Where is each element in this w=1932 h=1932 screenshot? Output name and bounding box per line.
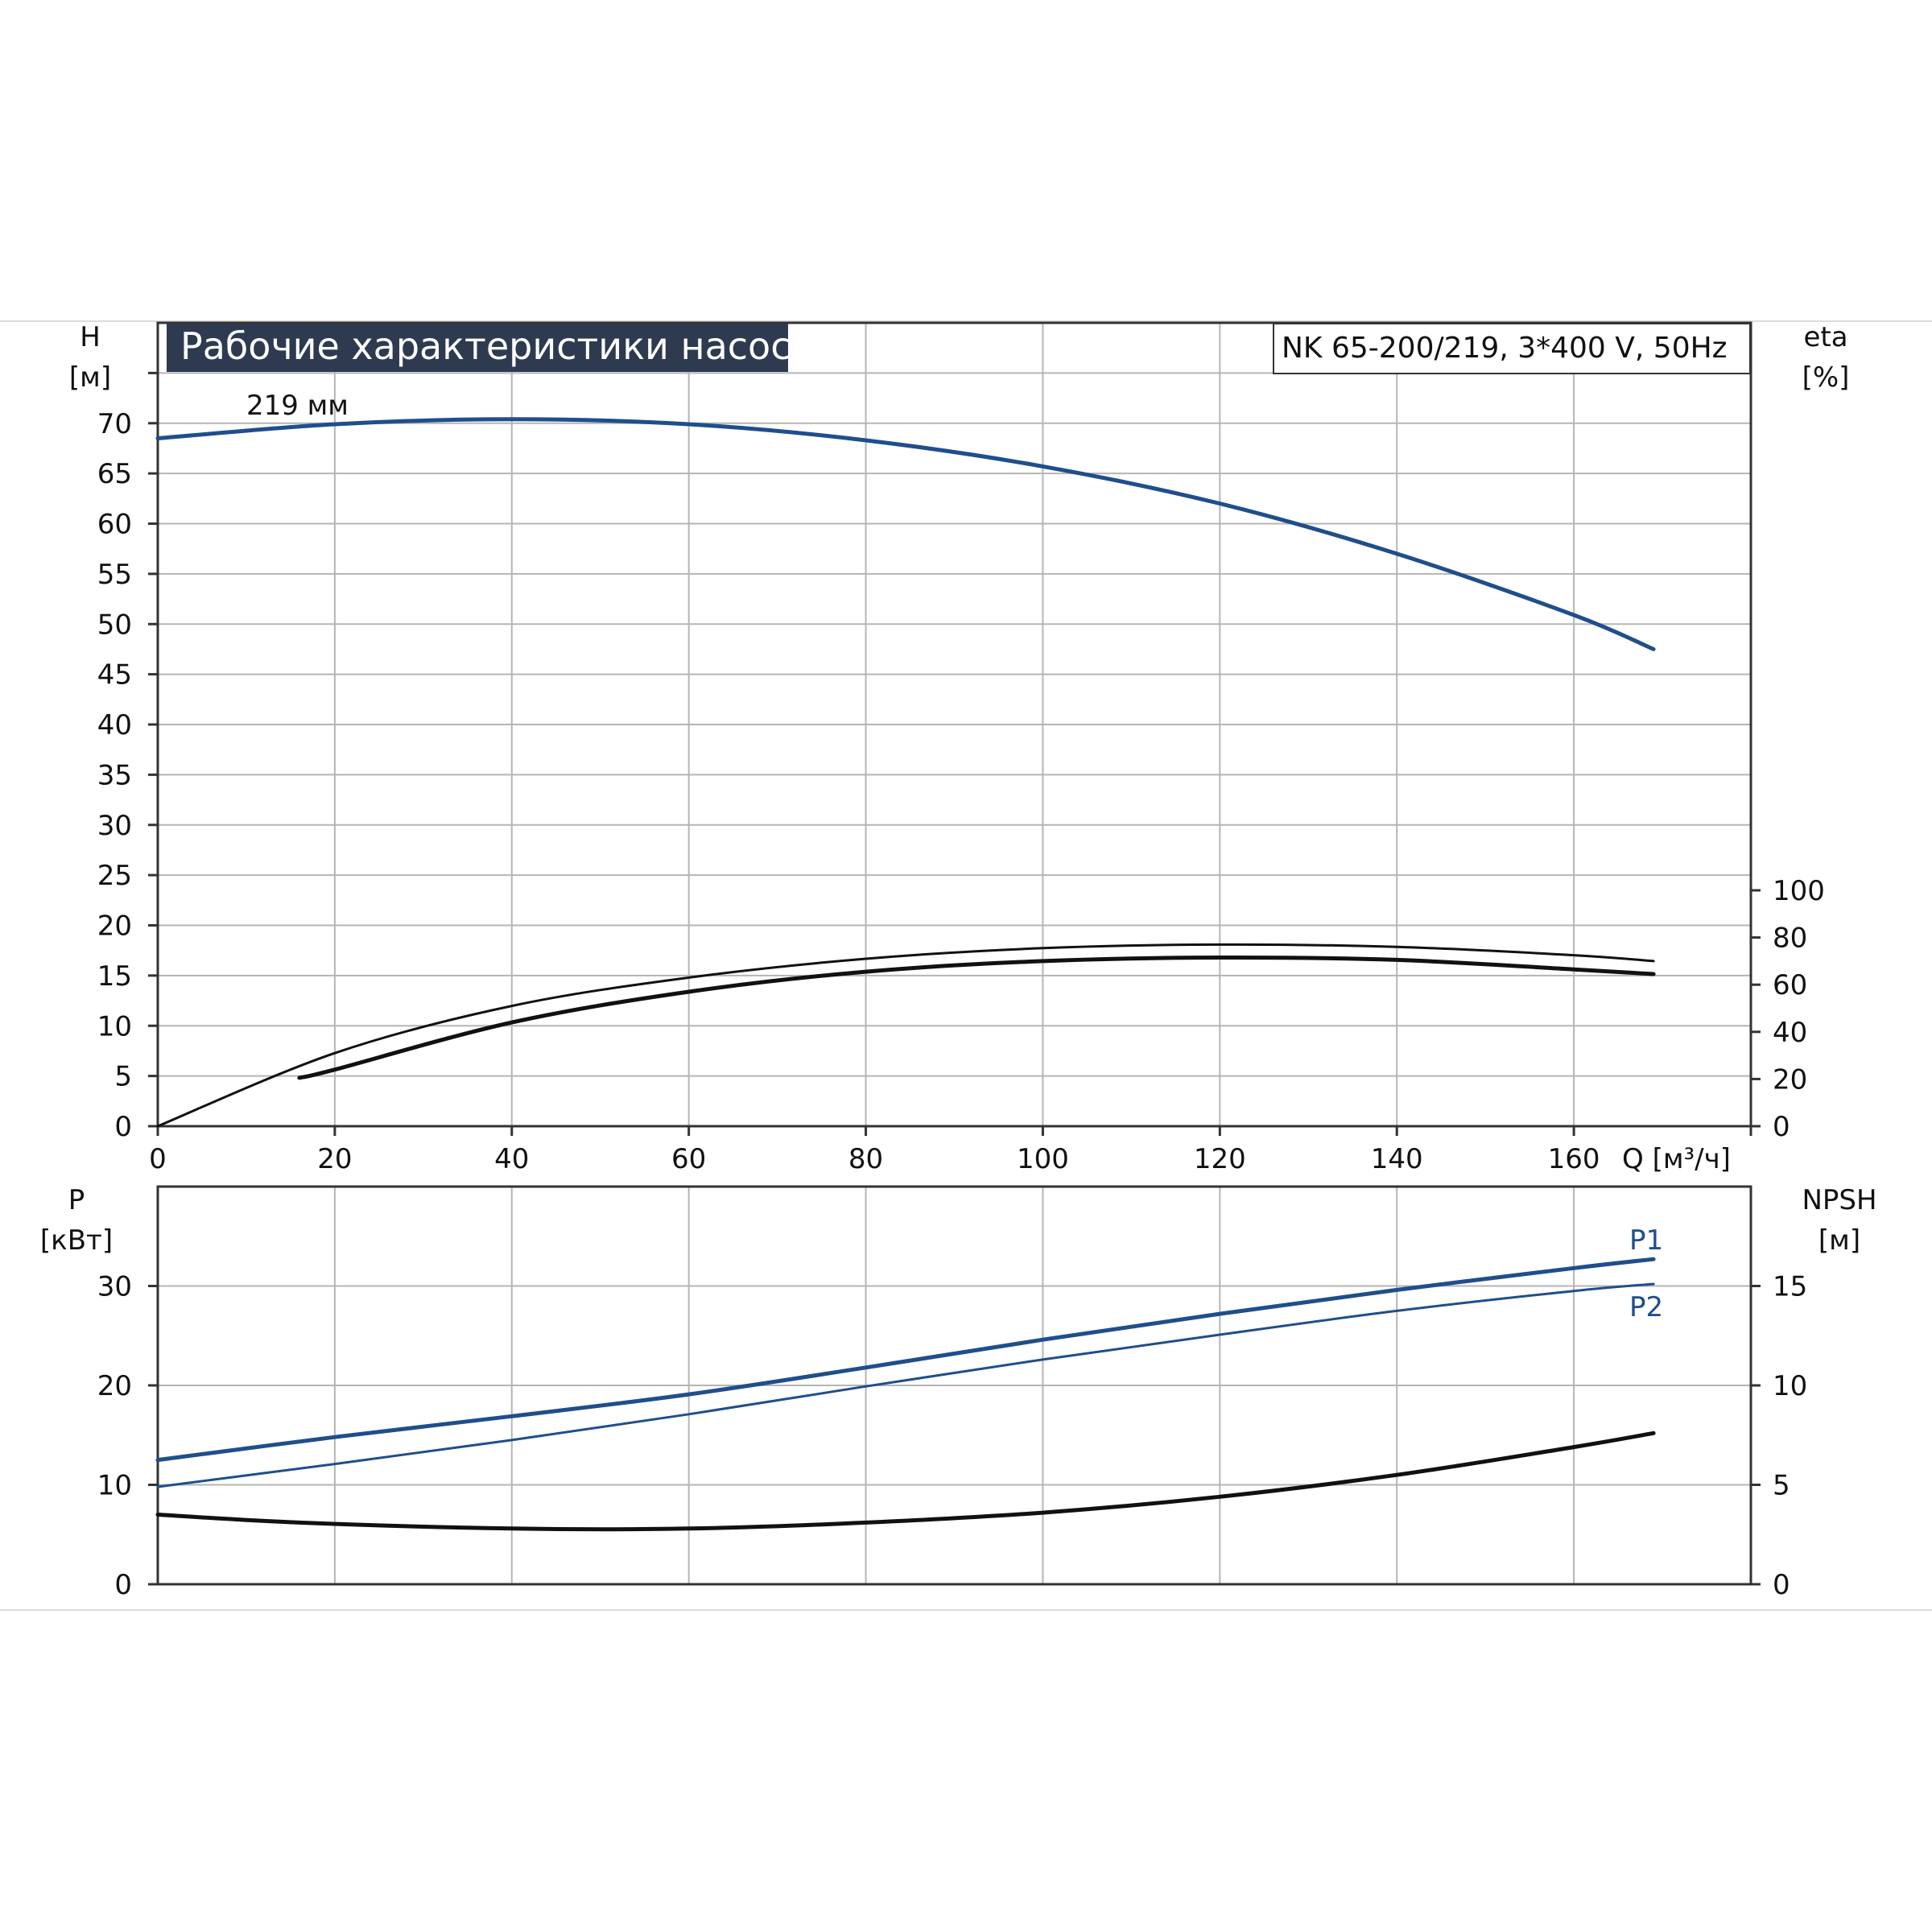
- y-tick-label: 20: [97, 1370, 132, 1402]
- y2-tick-label: 40: [1773, 1017, 1807, 1049]
- axis-label-line: [%]: [1802, 361, 1850, 394]
- curve-h: [155, 417, 1656, 651]
- y2-tick-label: 15: [1773, 1271, 1807, 1303]
- eta-axis-label: eta [%]: [1802, 321, 1850, 394]
- model-label: NK 65-200/219, 3*400 V, 50Hz: [1282, 332, 1728, 365]
- x-tick-label: 140: [1371, 1143, 1423, 1175]
- y-tick-label: 0: [114, 1111, 132, 1143]
- head-chart-grid: [158, 323, 1751, 1126]
- axis-label-line: H: [80, 321, 101, 353]
- y2-tick-label: 0: [1773, 1111, 1790, 1143]
- model-box: [1273, 323, 1751, 374]
- y-tick-label: 55: [97, 559, 132, 591]
- y-tick-label: 60: [97, 509, 132, 541]
- x-tick-label: 20: [317, 1143, 352, 1175]
- y2-tick-label: 100: [1773, 875, 1825, 907]
- power-chart-grid: [158, 1187, 1751, 1584]
- x-tick-label: 120: [1194, 1143, 1246, 1175]
- y-tick-label: 20: [97, 910, 132, 943]
- y-tick-label: 25: [97, 860, 132, 892]
- head-chart-curves: [155, 417, 1656, 1128]
- y2-tick-label: 20: [1773, 1063, 1807, 1096]
- y-tick-label: 15: [97, 960, 132, 993]
- y-tick-label: 0: [114, 1569, 132, 1601]
- impeller-diameter-label: 219 мм: [246, 390, 349, 422]
- y-tick-label: 30: [97, 1271, 132, 1303]
- y-tick-label: 30: [97, 810, 132, 842]
- axis-label-line: [кВт]: [40, 1224, 113, 1257]
- y-tick-label: 45: [97, 659, 132, 691]
- y2-tick-label: 60: [1773, 969, 1807, 1001]
- chart-title: Рабочие характеристики насоса: [180, 324, 814, 368]
- y-tick-label: 10: [97, 1010, 132, 1042]
- head-chart-ticks: 0 5 10 15 20 25 30 35 40 45 50 55 60 65 70 0 20 40 60 80 100…: [97, 371, 1825, 1175]
- npsh-axis-label: NPSH [м]: [1802, 1184, 1876, 1257]
- y2-tick-label: 80: [1773, 923, 1807, 955]
- power-chart-curves: [155, 1257, 1656, 1532]
- axis-label-line: [м]: [1818, 1224, 1860, 1257]
- flow-axis-label: Q [м³/ч]: [1622, 1143, 1731, 1175]
- y-tick-label: 35: [97, 759, 132, 791]
- y-tick-label: 40: [97, 709, 132, 741]
- title-box: [167, 324, 788, 372]
- p1-series-label: P1: [1629, 1224, 1663, 1257]
- y-tick-label: 70: [97, 408, 132, 440]
- y-tick-label: 50: [97, 609, 132, 641]
- curve-eta-upper: [156, 943, 1655, 1128]
- axis-label-line: NPSH: [1802, 1184, 1876, 1216]
- y2-tick-label: 10: [1773, 1370, 1807, 1402]
- curve-p1: [155, 1257, 1656, 1463]
- y2-tick-label: 5: [1773, 1470, 1790, 1502]
- x-tick-label: 40: [494, 1143, 529, 1175]
- x-tick-label: 160: [1548, 1143, 1600, 1175]
- y-tick-label: 5: [114, 1061, 132, 1093]
- head-axis-label: H [м]: [69, 321, 111, 394]
- axis-label-line: [м]: [69, 361, 111, 394]
- curve-p2: [156, 1282, 1655, 1488]
- power-axis-label: P [кВт]: [40, 1184, 113, 1257]
- curve-eta-lower: [297, 955, 1656, 1080]
- p2-series-label: P2: [1629, 1291, 1663, 1323]
- x-tick-label: 60: [671, 1143, 706, 1175]
- y-tick-label: 65: [97, 458, 132, 490]
- y2-tick-label: 0: [1773, 1569, 1790, 1601]
- x-tick-label: 100: [1017, 1143, 1069, 1175]
- x-tick-label: 0: [149, 1143, 167, 1175]
- axis-label-line: P: [68, 1184, 85, 1216]
- power-chart-ticks: 0 10 20 30 0 5 10 15: [97, 1271, 1808, 1602]
- curve-npsh: [155, 1430, 1656, 1532]
- axis-label-line: eta: [1803, 321, 1847, 353]
- y-tick-label: 10: [97, 1470, 132, 1502]
- x-tick-label: 80: [848, 1143, 883, 1175]
